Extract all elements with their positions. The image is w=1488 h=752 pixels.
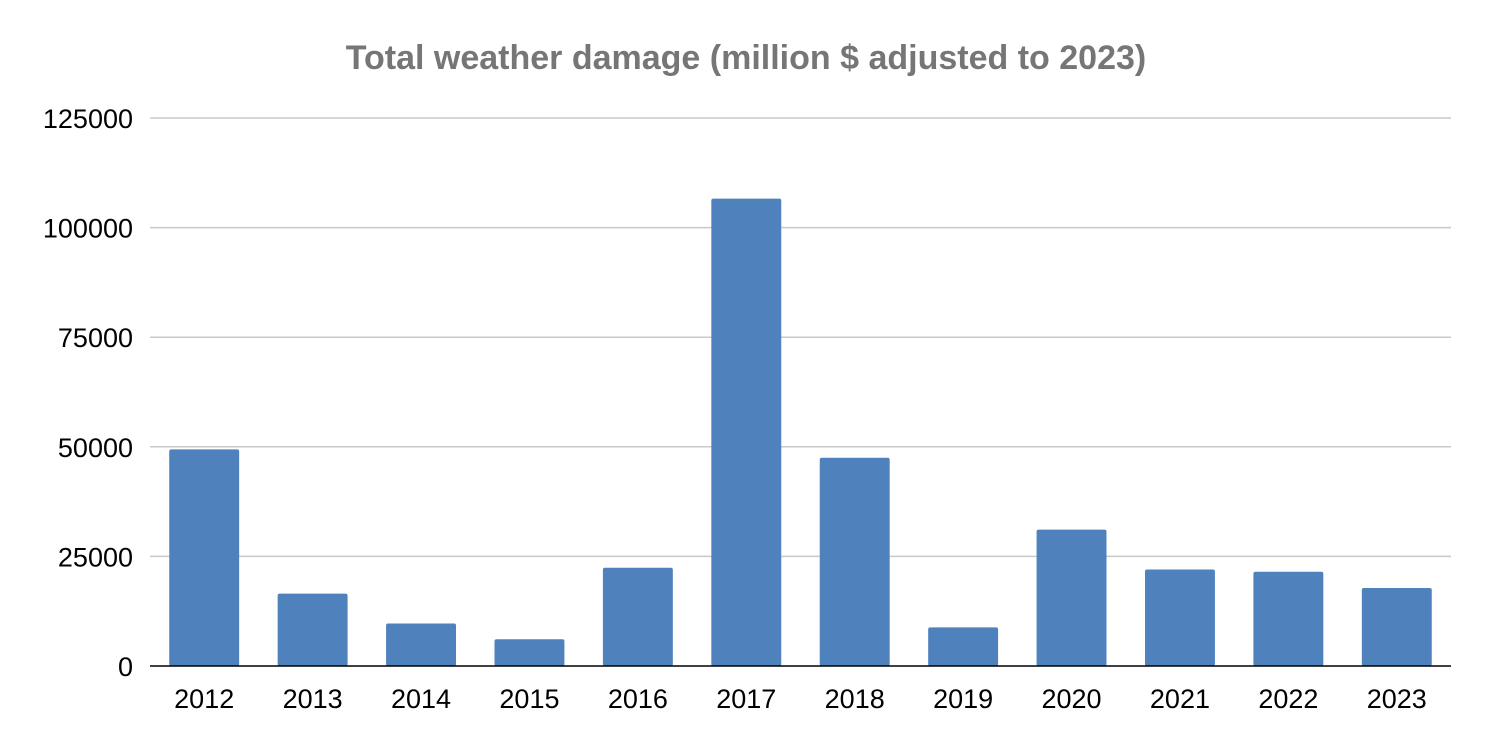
x-axis-tick-labels: 2012 2013 2014 2015 2016 2017 2018 2019 2020 2021… [174,684,1427,714]
x-tick-label: 2014 [391,684,451,714]
bar-2021 [1144,569,1215,666]
x-tick-label: 2017 [716,684,776,714]
bar-2022 [1253,571,1324,666]
x-tick-label: 2016 [608,684,668,714]
bar-2023 [1361,587,1432,666]
y-tick-label: 75000 [58,323,133,353]
bar-2017 [711,198,782,667]
y-tick-label: 25000 [58,542,133,572]
bar-2013 [277,593,348,666]
x-tick-label: 2015 [499,684,559,714]
x-tick-label: 2013 [283,684,343,714]
x-tick-label: 2022 [1258,684,1318,714]
x-tick-label: 2012 [174,684,234,714]
y-tick-label: 0 [118,652,133,682]
chart-title: Total weather damage (million $ adjusted… [346,39,1146,77]
bar-2012 [169,449,240,666]
y-tick-label: 125000 [43,104,133,134]
bar-2014 [386,623,457,666]
y-axis-tick-labels: 0 25000 50000 75000 100000 125000 [43,104,133,682]
bar-2016 [602,567,673,666]
bar-2020 [1036,529,1107,666]
x-tick-label: 2018 [825,684,885,714]
x-tick-label: 2019 [933,684,993,714]
x-tick-label: 2020 [1042,684,1102,714]
bar-2018 [819,457,890,666]
x-tick-label: 2023 [1367,684,1427,714]
y-tick-label: 50000 [58,433,133,463]
x-tick-label: 2021 [1150,684,1210,714]
gridlines [150,117,1451,558]
bar-2019 [928,627,999,666]
y-tick-label: 100000 [43,214,133,244]
bar-2015 [494,639,565,666]
bars [169,198,1432,667]
